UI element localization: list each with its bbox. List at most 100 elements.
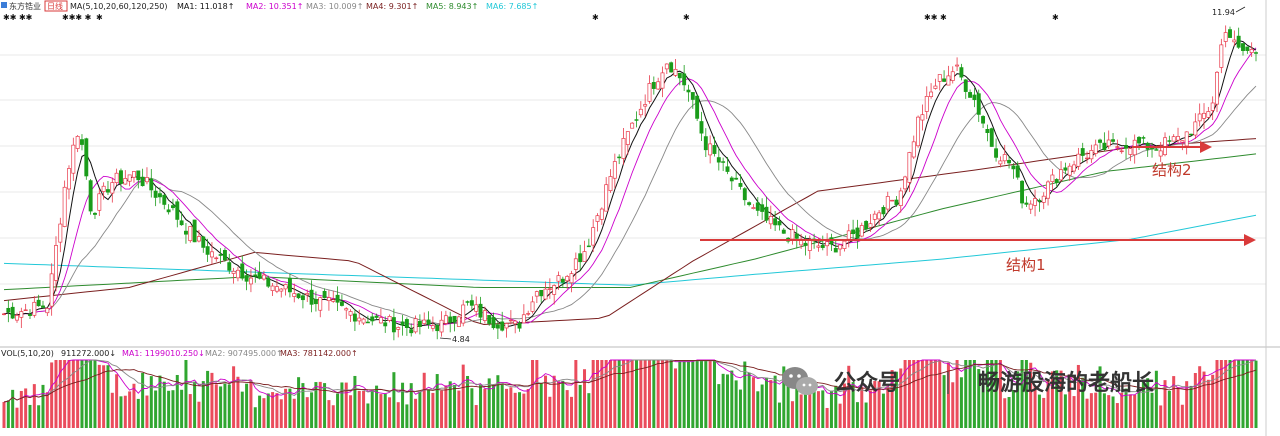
volume-bar (838, 403, 842, 428)
volume-bar (513, 392, 517, 428)
candle-body (773, 218, 778, 226)
candle-body (1085, 157, 1089, 160)
volume-bar (123, 395, 127, 428)
candle-body (612, 161, 617, 179)
candle-body (352, 313, 357, 322)
ma250-line (3, 214, 1257, 286)
volume-bar (1011, 389, 1015, 428)
volume-bar (232, 366, 236, 428)
candle-body (526, 313, 531, 315)
volume-bar (162, 381, 166, 428)
candle-body (235, 269, 240, 279)
candle-body (171, 205, 175, 209)
candle-body (903, 176, 908, 190)
volume-bar (656, 360, 660, 428)
structure-2-label: 结构2 (1152, 161, 1192, 179)
volume-bar (466, 375, 470, 428)
candle-body (530, 301, 535, 312)
volume-bar (500, 384, 504, 428)
candle-body (1041, 195, 1046, 203)
candle-body (106, 189, 110, 193)
volume-bar (717, 384, 721, 428)
candle-body (305, 293, 310, 296)
volume-bar (539, 383, 543, 428)
volume-bar (357, 390, 361, 428)
volume-bar (665, 360, 669, 428)
volume-bar (288, 388, 292, 428)
candle-body (54, 245, 58, 281)
candle-body (1219, 44, 1224, 68)
volume-bar (760, 384, 764, 428)
volume-bar (660, 360, 664, 428)
volume-bar (747, 372, 751, 428)
candle-body (404, 319, 409, 328)
volume-bar (1007, 397, 1011, 428)
volume-bar (405, 404, 409, 428)
candle-body (1180, 140, 1185, 143)
volume-bar (1154, 370, 1158, 428)
volume-bar (630, 360, 634, 428)
candle-body (504, 323, 509, 329)
volume-bar (725, 374, 729, 428)
volume-bar (1124, 388, 1128, 428)
volume-bar (1185, 381, 1189, 428)
volume-bar (67, 360, 71, 428)
volume-bar (1059, 370, 1063, 428)
volume-bar (1055, 370, 1059, 428)
candle-body (1059, 169, 1064, 181)
volume-bar (990, 360, 994, 428)
volume-bar (1237, 360, 1241, 428)
volume-bar (336, 393, 340, 428)
candle-body (227, 262, 232, 271)
candle-body (58, 223, 63, 243)
candle-body (45, 308, 50, 314)
volume-bar (435, 374, 439, 428)
svg-text:MA4: 9.301↑: MA4: 9.301↑ (366, 2, 418, 11)
candle-body (660, 72, 665, 89)
candle-body (1089, 150, 1094, 160)
candle-body (729, 177, 734, 182)
volume-bar (1029, 362, 1033, 428)
candle-body (400, 321, 405, 326)
volume-bar (604, 360, 608, 428)
volume-bar (643, 360, 647, 428)
ma1-value: MA1: 11.018↑ (177, 2, 234, 11)
volume-bar (6, 400, 10, 428)
volume-bars (2, 360, 1258, 428)
volume-bar (2, 402, 6, 428)
candle-body (370, 316, 375, 322)
volume-bar (219, 386, 223, 428)
candle-body (1063, 167, 1068, 171)
svg-text:MA2: 907495.000↑: MA2: 907495.000↑ (205, 349, 283, 358)
volume-bar (106, 365, 110, 428)
candle-body (1080, 148, 1085, 156)
volume-bar (154, 390, 158, 428)
structure-1-label: 结构1 (1006, 256, 1046, 274)
volume-bar (531, 360, 535, 428)
candle-body (184, 230, 188, 235)
volume-bar (1219, 360, 1223, 428)
volume-bar (206, 370, 210, 428)
candle-body (1223, 32, 1228, 42)
volume-bar (414, 398, 418, 428)
candle-body (374, 315, 379, 318)
candle-body (127, 174, 132, 182)
ma20-line (3, 85, 1257, 324)
volume-bar (128, 391, 132, 428)
candle-body (222, 249, 227, 261)
candle-body (474, 304, 479, 312)
candle-body (1141, 137, 1146, 139)
volume-bar (1042, 397, 1046, 428)
candle-body (361, 318, 366, 324)
candle-body (1007, 159, 1012, 164)
watermark-author: 畅游股海的老船长 (978, 370, 1155, 396)
vol-ma20-line (3, 359, 1257, 403)
period-box[interactable] (44, 0, 68, 12)
candle-body (175, 201, 180, 220)
candle-body (426, 319, 431, 325)
candle-body (898, 190, 903, 206)
svg-text:VOL(5,10,20): VOL(5,10,20) (1, 349, 54, 358)
price-header: 东方锆业 日线 MA(5,10,20,60,120,250) MA1: 11.0… (1, 0, 538, 12)
candle-body (781, 229, 786, 234)
volume-bar (695, 360, 699, 428)
